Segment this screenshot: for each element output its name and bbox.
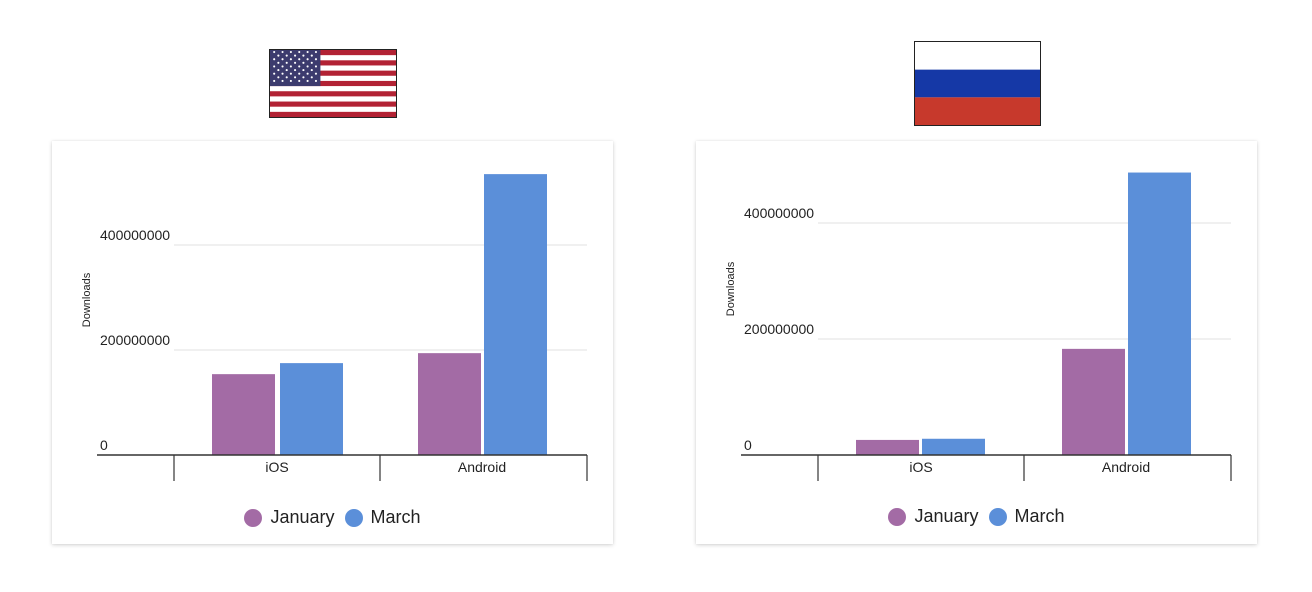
russia-flag-icon <box>914 41 1041 126</box>
bar-march-android[interactable] <box>1128 172 1191 455</box>
bar-january-ios[interactable] <box>856 439 919 455</box>
bar-march-ios[interactable] <box>922 438 985 455</box>
chart-us: 0 200000000 400000000 iOS Android Downloads <box>81 174 588 481</box>
legend-label: March <box>370 507 421 527</box>
legend-item-january[interactable]: January <box>888 506 979 527</box>
legend-item-january[interactable]: January <box>244 507 335 528</box>
legend-swatch <box>988 507 1007 526</box>
x-tick-label: Android <box>458 459 506 475</box>
y-axis-label: Downloads <box>725 261 737 316</box>
y-tick-label: 400000000 <box>744 205 814 221</box>
bar-march-android[interactable] <box>484 174 547 455</box>
legend-swatch <box>344 508 363 527</box>
bar-january-android[interactable] <box>1062 348 1125 455</box>
chart-card-russia: 0 200000000 400000000 iOS Android Downloads J… <box>696 141 1257 544</box>
bar-january-ios[interactable] <box>212 374 275 455</box>
y-axis-label: Downloads <box>81 272 93 327</box>
legend-swatch <box>888 507 907 526</box>
y-tick-label: 400000000 <box>100 227 170 243</box>
x-tick-label: Android <box>1102 459 1150 475</box>
y-tick-label: 200000000 <box>744 321 814 337</box>
legend: January March <box>52 507 613 528</box>
legend-label: January <box>270 507 335 527</box>
bar-january-android[interactable] <box>418 353 481 455</box>
bar-march-ios[interactable] <box>280 363 343 455</box>
legend-swatch <box>244 508 263 527</box>
legend-item-march[interactable]: March <box>344 507 421 528</box>
legend: January March <box>696 506 1257 527</box>
x-tick-label: iOS <box>909 459 932 475</box>
us-flag-icon <box>269 49 397 118</box>
y-tick-label: 0 <box>744 437 752 453</box>
y-tick-label: 0 <box>100 437 108 453</box>
chart-card-us: 0 200000000 400000000 iOS Android Downloads J… <box>52 141 613 544</box>
legend-label: January <box>914 506 979 526</box>
chart-russia: 0 200000000 400000000 iOS Android Downloads <box>725 172 1232 481</box>
x-tick-label: iOS <box>265 459 288 475</box>
legend-label: March <box>1014 506 1065 526</box>
legend-item-march[interactable]: March <box>988 506 1065 527</box>
y-tick-label: 200000000 <box>100 332 170 348</box>
